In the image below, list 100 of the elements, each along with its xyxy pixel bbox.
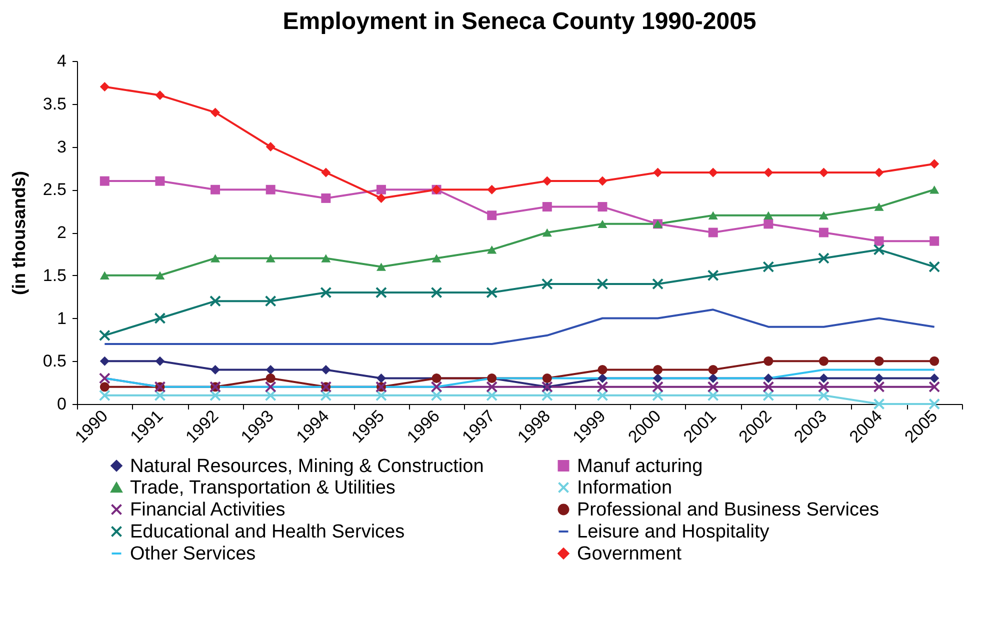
point [100,176,110,186]
point [708,168,718,178]
point [432,254,442,262]
legend-label: Information [577,478,672,498]
point [764,168,774,178]
point [764,374,774,384]
point [321,193,331,203]
y-axis-title: (in thousands) [8,171,29,295]
point [762,390,774,402]
point [321,168,331,178]
point [541,278,553,290]
point [707,270,719,282]
point [707,381,719,393]
point [266,184,276,194]
point [874,168,884,178]
point [653,168,663,178]
y-tick-label: 1 [57,308,66,328]
point [264,390,276,402]
point [541,390,553,402]
point [818,168,828,178]
legend-label: Leisure and Hospitality [577,522,770,542]
point [708,228,718,238]
point [155,90,165,100]
point [320,286,332,298]
point [598,220,608,228]
legend-label: Government [577,544,682,564]
point [818,381,830,393]
point [154,390,166,402]
point [598,364,608,374]
point [210,184,220,194]
point [598,374,608,384]
y-tick-label: 3.5 [42,94,66,114]
point [100,356,110,366]
point [818,374,828,384]
point [652,381,664,393]
point [930,236,940,246]
point [154,312,166,324]
point [210,254,220,262]
point [930,374,940,384]
point [486,390,498,402]
point [873,244,885,256]
point [375,286,387,298]
legend-label: Financial Activities [130,500,286,520]
point [818,211,828,220]
point [542,176,552,186]
y-tick-label: 0 [57,394,66,414]
point [320,390,332,402]
point [100,82,110,92]
point [542,374,552,384]
point [708,364,718,374]
point [930,186,940,194]
point [210,295,222,307]
point [264,295,276,307]
point [487,184,497,194]
point [266,364,276,374]
point [874,374,884,384]
point [707,390,719,402]
point [764,211,774,220]
legend-label: Natural Resources, Mining & Construction [130,456,484,477]
point [818,252,830,264]
point [487,246,497,254]
legend-label: Other Services [130,544,256,564]
point [598,176,608,186]
point [930,159,940,169]
y-tick-label: 3 [57,137,66,156]
point [487,210,497,220]
point [210,364,220,374]
point [210,108,220,118]
point [266,142,276,152]
point [376,374,386,384]
point [376,262,386,271]
point [708,211,718,220]
legend-label: Manuf acturing [577,456,703,477]
point [596,278,608,290]
point [430,286,442,298]
point [596,390,608,402]
point [652,278,664,290]
legend-label: Educational and Health Services [130,522,405,542]
point [818,390,830,402]
point [764,219,774,229]
y-tick-label: 0.5 [42,352,66,371]
legend-label: Trade, Transportation & Utilities [130,478,396,498]
point [762,261,774,273]
point [873,381,885,393]
point [266,374,276,384]
point [652,390,664,402]
y-tick-label: 1.5 [42,266,66,285]
point [930,356,940,366]
point [653,364,663,374]
point [818,228,828,238]
y-tick-label: 4 [57,52,66,70]
y-tick-label: 2.5 [42,180,66,200]
line-series [104,308,936,345]
point [155,271,165,280]
point [708,374,718,384]
point [376,184,386,194]
point [874,236,884,246]
point [873,398,885,410]
chart-title: Employment in Seneca County 1990-2005 [282,8,756,35]
point [486,286,498,298]
